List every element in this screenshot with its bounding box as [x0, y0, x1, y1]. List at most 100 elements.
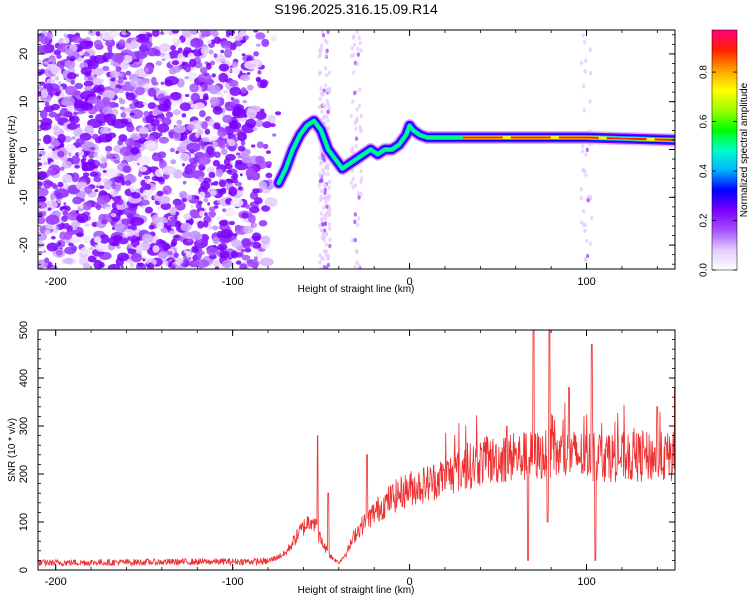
noise-blob: [55, 225, 59, 230]
noise-blob: [239, 74, 251, 82]
noise-blob: [156, 206, 162, 211]
noise-blob: [327, 89, 332, 94]
noise-blob: [219, 250, 230, 259]
noise-blob: [121, 30, 128, 36]
noise-blob: [582, 108, 586, 113]
noise-blob: [163, 260, 169, 267]
noise-blob: [169, 91, 182, 101]
noise-blob: [93, 39, 103, 48]
noise-blob: [181, 197, 188, 203]
noise-blob: [70, 221, 81, 228]
snr-y-label: SNR (10 * v/v): [7, 418, 18, 482]
noise-blob: [199, 210, 205, 217]
noise-blob: [255, 155, 265, 165]
noise-blob: [212, 225, 219, 231]
noise-blob: [73, 100, 85, 109]
noise-blob: [327, 180, 332, 185]
noise-blob: [133, 142, 142, 149]
noise-blob: [46, 63, 58, 71]
noise-blob: [127, 248, 137, 255]
noise-blob: [158, 195, 171, 205]
noise-blob: [172, 109, 181, 116]
noise-blob: [584, 58, 588, 63]
noise-blob: [55, 249, 64, 256]
noise-blob: [83, 52, 90, 57]
noise-blob: [115, 66, 122, 72]
noise-blob: [63, 202, 67, 206]
noise-blob: [353, 219, 357, 225]
noise-blob: [130, 238, 140, 248]
noise-blob: [158, 136, 170, 144]
noise-blob: [232, 172, 239, 180]
noise-blob: [326, 171, 330, 177]
noise-blob: [358, 125, 362, 130]
noise-blob: [44, 200, 58, 210]
noise-blob: [137, 155, 151, 166]
noise-blob: [256, 78, 261, 83]
noise-blob: [353, 212, 357, 217]
noise-blob: [135, 85, 145, 96]
noise-blob: [42, 249, 47, 254]
noise-blob: [95, 31, 101, 37]
noise-blob: [321, 232, 325, 237]
noise-blob: [221, 187, 227, 193]
noise-blob: [172, 200, 177, 205]
noise-blob: [579, 187, 583, 192]
noise-blob: [107, 128, 112, 132]
noise-blob: [143, 140, 157, 150]
noise-blob: [111, 118, 127, 129]
noise-blob: [48, 145, 53, 149]
noise-blob: [260, 235, 271, 245]
spectrogram-noise-blobs: [38, 30, 594, 269]
noise-blob: [38, 232, 48, 241]
noise-blob: [322, 237, 326, 243]
noise-blob: [229, 65, 233, 69]
noise-blob: [108, 58, 113, 63]
noise-blob: [356, 191, 360, 196]
noise-blob: [351, 35, 355, 40]
noise-blob: [46, 242, 59, 252]
noise-blob: [148, 224, 155, 230]
noise-blob: [199, 110, 206, 118]
snr-x-tick-label: -100: [222, 576, 244, 588]
noise-blob: [318, 52, 322, 57]
noise-blob: [319, 194, 323, 200]
noise-blob: [218, 245, 225, 251]
snr-x-ticks: -200 -100 0 100: [45, 330, 658, 588]
noise-blob: [57, 81, 61, 85]
noise-blob: [319, 47, 323, 53]
noise-blob: [43, 61, 49, 65]
noise-blob: [136, 262, 140, 266]
noise-blob: [93, 236, 102, 244]
noise-blob: [106, 151, 111, 156]
noise-blob: [218, 179, 227, 188]
noise-blob: [118, 97, 123, 102]
noise-blob: [91, 133, 99, 140]
spectrogram-y-tick-label: 20: [18, 48, 30, 60]
spectrogram-y-tick-label: 10: [18, 96, 30, 108]
noise-blob: [185, 164, 196, 174]
noise-blob: [215, 168, 224, 178]
noise-blob: [357, 216, 361, 221]
noise-blob: [321, 30, 325, 34]
noise-blob: [208, 210, 217, 218]
noise-blob: [120, 265, 124, 269]
noise-blob: [174, 235, 180, 239]
noise-blob: [88, 114, 94, 119]
noise-blob: [226, 169, 233, 174]
noise-blob: [186, 123, 195, 131]
noise-blob: [265, 150, 272, 155]
noise-blob: [100, 157, 109, 163]
noise-blob: [129, 109, 144, 120]
noise-blob: [265, 172, 273, 179]
noise-blob: [73, 127, 83, 137]
noise-blob: [214, 266, 220, 269]
noise-blob: [176, 257, 184, 265]
noise-blob: [223, 207, 236, 217]
noise-blob: [93, 176, 102, 183]
noise-blob: [265, 160, 273, 167]
noise-blob: [125, 91, 130, 97]
noise-blob: [324, 252, 328, 258]
noise-blob: [39, 109, 48, 119]
noise-blob: [202, 136, 210, 143]
